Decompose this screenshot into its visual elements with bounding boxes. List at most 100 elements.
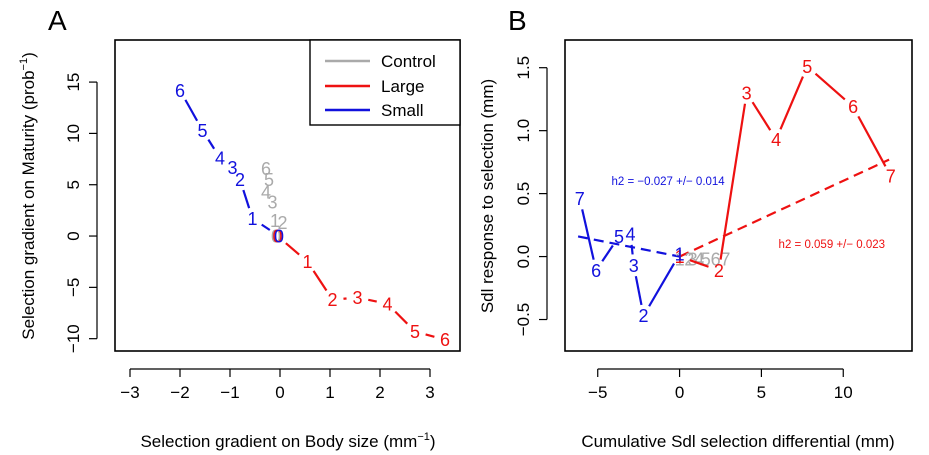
point-label-control: 4 [694, 250, 704, 270]
point-label-small: 1 [675, 245, 685, 265]
legend-label-small: Small [381, 101, 424, 120]
x-tick-label: 5 [757, 383, 766, 402]
heritability-annotation: h2 = −0.027 +/− 0.014 [612, 176, 726, 188]
y-tick-label: 0 [64, 231, 83, 240]
panel-b-plot-frame [564, 39, 913, 352]
point-label-small: 3 [629, 256, 639, 276]
point-label-large: 2 [714, 261, 724, 281]
point-label-small: 4 [625, 224, 635, 244]
series-segment-large [312, 270, 328, 292]
point-label-large: 2 [327, 290, 337, 310]
point-label-control: 2 [684, 250, 694, 270]
panel-b-y-axis-title: Sdl response to selection (mm) [478, 79, 497, 313]
point-label-control: 7 [720, 250, 730, 270]
panel-b-x-axis-title: Cumulative Sdl selection differential (m… [581, 432, 894, 451]
x-tick-label: 0 [675, 383, 684, 402]
series-segment-small [630, 244, 634, 255]
point-label-control: 6 [711, 250, 721, 270]
series-segment-large [689, 259, 709, 268]
point-label-small: 5 [614, 227, 624, 247]
x-tick-label: 1 [325, 383, 334, 402]
point-label-small: 7 [575, 189, 585, 209]
point-label-large: 1 [302, 252, 312, 272]
point-label-large: 4 [382, 294, 392, 314]
y-tick-label: 5 [64, 180, 83, 189]
series-segment-small [207, 139, 216, 150]
x-tick-label: 3 [425, 383, 434, 402]
series-segment-small [634, 275, 643, 306]
point-label-large: 3 [742, 83, 752, 103]
y-tick-label: 1.0 [514, 119, 533, 143]
point-label-small: 0 [274, 227, 284, 247]
legend-label-control: Control [381, 52, 436, 71]
point-label-small: 3 [227, 158, 237, 178]
panel-b-y-axis: −0.5 0.0 0.5 1.0 1.5 [514, 56, 548, 337]
y-tick-label: −5 [64, 278, 83, 297]
x-tick-label: −3 [120, 383, 139, 402]
point-label-small: 6 [591, 261, 601, 281]
point-label-small: 2 [235, 170, 245, 190]
x-tick-label: 0 [275, 383, 284, 402]
point-label-small: 4 [215, 149, 225, 169]
point-label-control: 1 [270, 211, 280, 231]
y-tick-label: −0.5 [514, 303, 533, 337]
point-label-small: 1 [247, 209, 257, 229]
point-label-control: 1 [675, 250, 685, 270]
point-label-large: 6 [440, 330, 450, 350]
point-label-large: 5 [410, 322, 420, 342]
x-tick-label: −5 [588, 383, 607, 402]
point-label-small: 6 [175, 81, 185, 101]
panel-b-regression-lines [577, 158, 890, 258]
x-tick-label: −2 [170, 383, 189, 402]
y-tick-label: 0.0 [514, 245, 533, 269]
series-segment-small [184, 99, 199, 122]
point-label-control: 6 [261, 159, 271, 179]
y-tick-label: 10 [64, 124, 83, 143]
panel-b-x-axis: −5 0 5 10 [588, 368, 853, 402]
heritability-annotation: h2 = 0.059 +/− 0.023 [779, 239, 885, 251]
series-segment-large [394, 310, 409, 325]
series-segment-large [751, 101, 772, 131]
point-label-large: 4 [771, 130, 781, 150]
y-tick-label: 0.5 [514, 182, 533, 206]
series-segment-large [779, 76, 804, 130]
panel-a-label: A [48, 5, 67, 36]
y-tick-label: −10 [64, 324, 83, 353]
legend-label-large: Large [381, 77, 424, 96]
point-label-small: 5 [197, 121, 207, 141]
panel-b-annotations: h2 = −0.027 +/− 0.014 h2 = 0.059 +/− 0.02… [612, 176, 886, 251]
series-segment-small [261, 223, 271, 231]
panel-a-x-axis-title: Selection gradient on Body size (mm−1) [140, 431, 435, 451]
series-segment-large [857, 115, 887, 167]
point-label-control: 5 [264, 170, 274, 190]
point-label-control: 2 [277, 213, 287, 233]
point-label-control: 0 [271, 227, 281, 247]
regression-line-large [679, 158, 890, 258]
point-label-large: 7 [886, 166, 896, 186]
series-segment-large [285, 242, 300, 256]
regression-line-small [577, 235, 680, 258]
series-segment-small [581, 209, 595, 260]
point-label-control: 3 [688, 250, 698, 270]
panel-b-label: B [508, 5, 527, 36]
point-label-large: 5 [802, 57, 812, 77]
series-segment-small [242, 189, 251, 209]
series-segment-large [425, 333, 435, 338]
series-segment-large [719, 103, 747, 260]
point-label-control: 5 [701, 250, 711, 270]
legend: Control Large Small [309, 39, 461, 126]
panel-a-x-axis: −3 −2 −1 0 1 2 3 [120, 368, 435, 402]
point-label-control: 4 [261, 182, 271, 202]
point-label-large: 0 [272, 227, 282, 247]
point-label-control: 3 [267, 193, 277, 213]
point-label-small: 2 [639, 306, 649, 326]
y-tick-label: 1.5 [514, 56, 533, 80]
panel-a-plot-frame [114, 39, 461, 352]
series-segment-small [601, 244, 614, 262]
x-tick-label: 2 [375, 383, 384, 402]
